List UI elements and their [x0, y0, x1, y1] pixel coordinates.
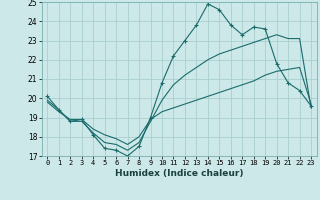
X-axis label: Humidex (Indice chaleur): Humidex (Indice chaleur) [115, 169, 244, 178]
